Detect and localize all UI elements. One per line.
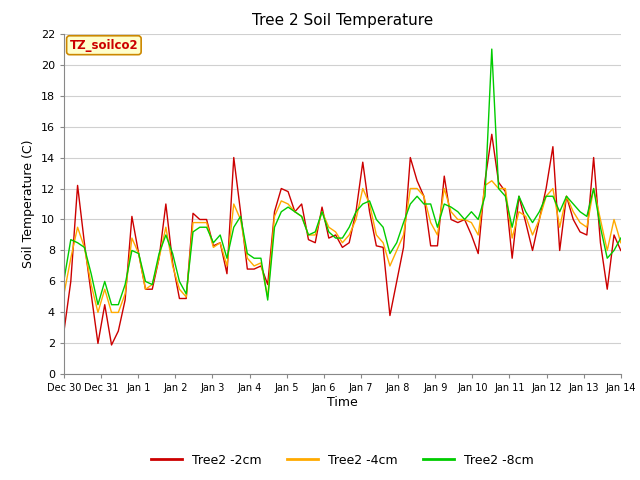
Tree2 -2cm (108, 342, 115, 348)
Line: Tree2 -4cm: Tree2 -4cm (64, 181, 621, 312)
Tree2 -4cm (94, 310, 102, 315)
Tree2 -2cm (182, 296, 190, 301)
Tree2 -8cm (399, 220, 407, 226)
Tree2 -4cm (101, 286, 109, 292)
Tree2 -2cm (617, 248, 625, 253)
Tree2 -8cm (468, 209, 476, 215)
Tree2 -8cm (508, 224, 516, 230)
Y-axis label: Soil Temperature (C): Soil Temperature (C) (22, 140, 35, 268)
Title: Tree 2 Soil Temperature: Tree 2 Soil Temperature (252, 13, 433, 28)
Line: Tree2 -2cm: Tree2 -2cm (64, 134, 621, 345)
Tree2 -2cm (508, 255, 516, 261)
Tree2 -4cm (60, 291, 68, 297)
Text: TZ_soilco2: TZ_soilco2 (70, 39, 138, 52)
Tree2 -4cm (617, 240, 625, 246)
Tree2 -4cm (488, 178, 495, 184)
Tree2 -4cm (508, 235, 516, 241)
Tree2 -8cm (617, 235, 625, 241)
Tree2 -8cm (182, 291, 190, 297)
Tree2 -8cm (488, 46, 495, 52)
X-axis label: Time: Time (327, 396, 358, 409)
Tree2 -4cm (468, 220, 476, 226)
Tree2 -2cm (399, 244, 407, 250)
Tree2 -8cm (148, 282, 156, 288)
Tree2 -8cm (60, 277, 68, 283)
Tree2 -2cm (94, 340, 102, 346)
Tree2 -2cm (468, 232, 476, 238)
Tree2 -4cm (148, 282, 156, 288)
Tree2 -8cm (94, 302, 102, 308)
Tree2 -8cm (101, 278, 109, 284)
Tree2 -4cm (399, 232, 407, 238)
Line: Tree2 -8cm: Tree2 -8cm (64, 49, 621, 305)
Tree2 -4cm (182, 294, 190, 300)
Legend: Tree2 -2cm, Tree2 -4cm, Tree2 -8cm: Tree2 -2cm, Tree2 -4cm, Tree2 -8cm (146, 449, 539, 472)
Tree2 -2cm (60, 328, 68, 334)
Tree2 -2cm (148, 286, 156, 292)
Tree2 -2cm (488, 132, 495, 137)
